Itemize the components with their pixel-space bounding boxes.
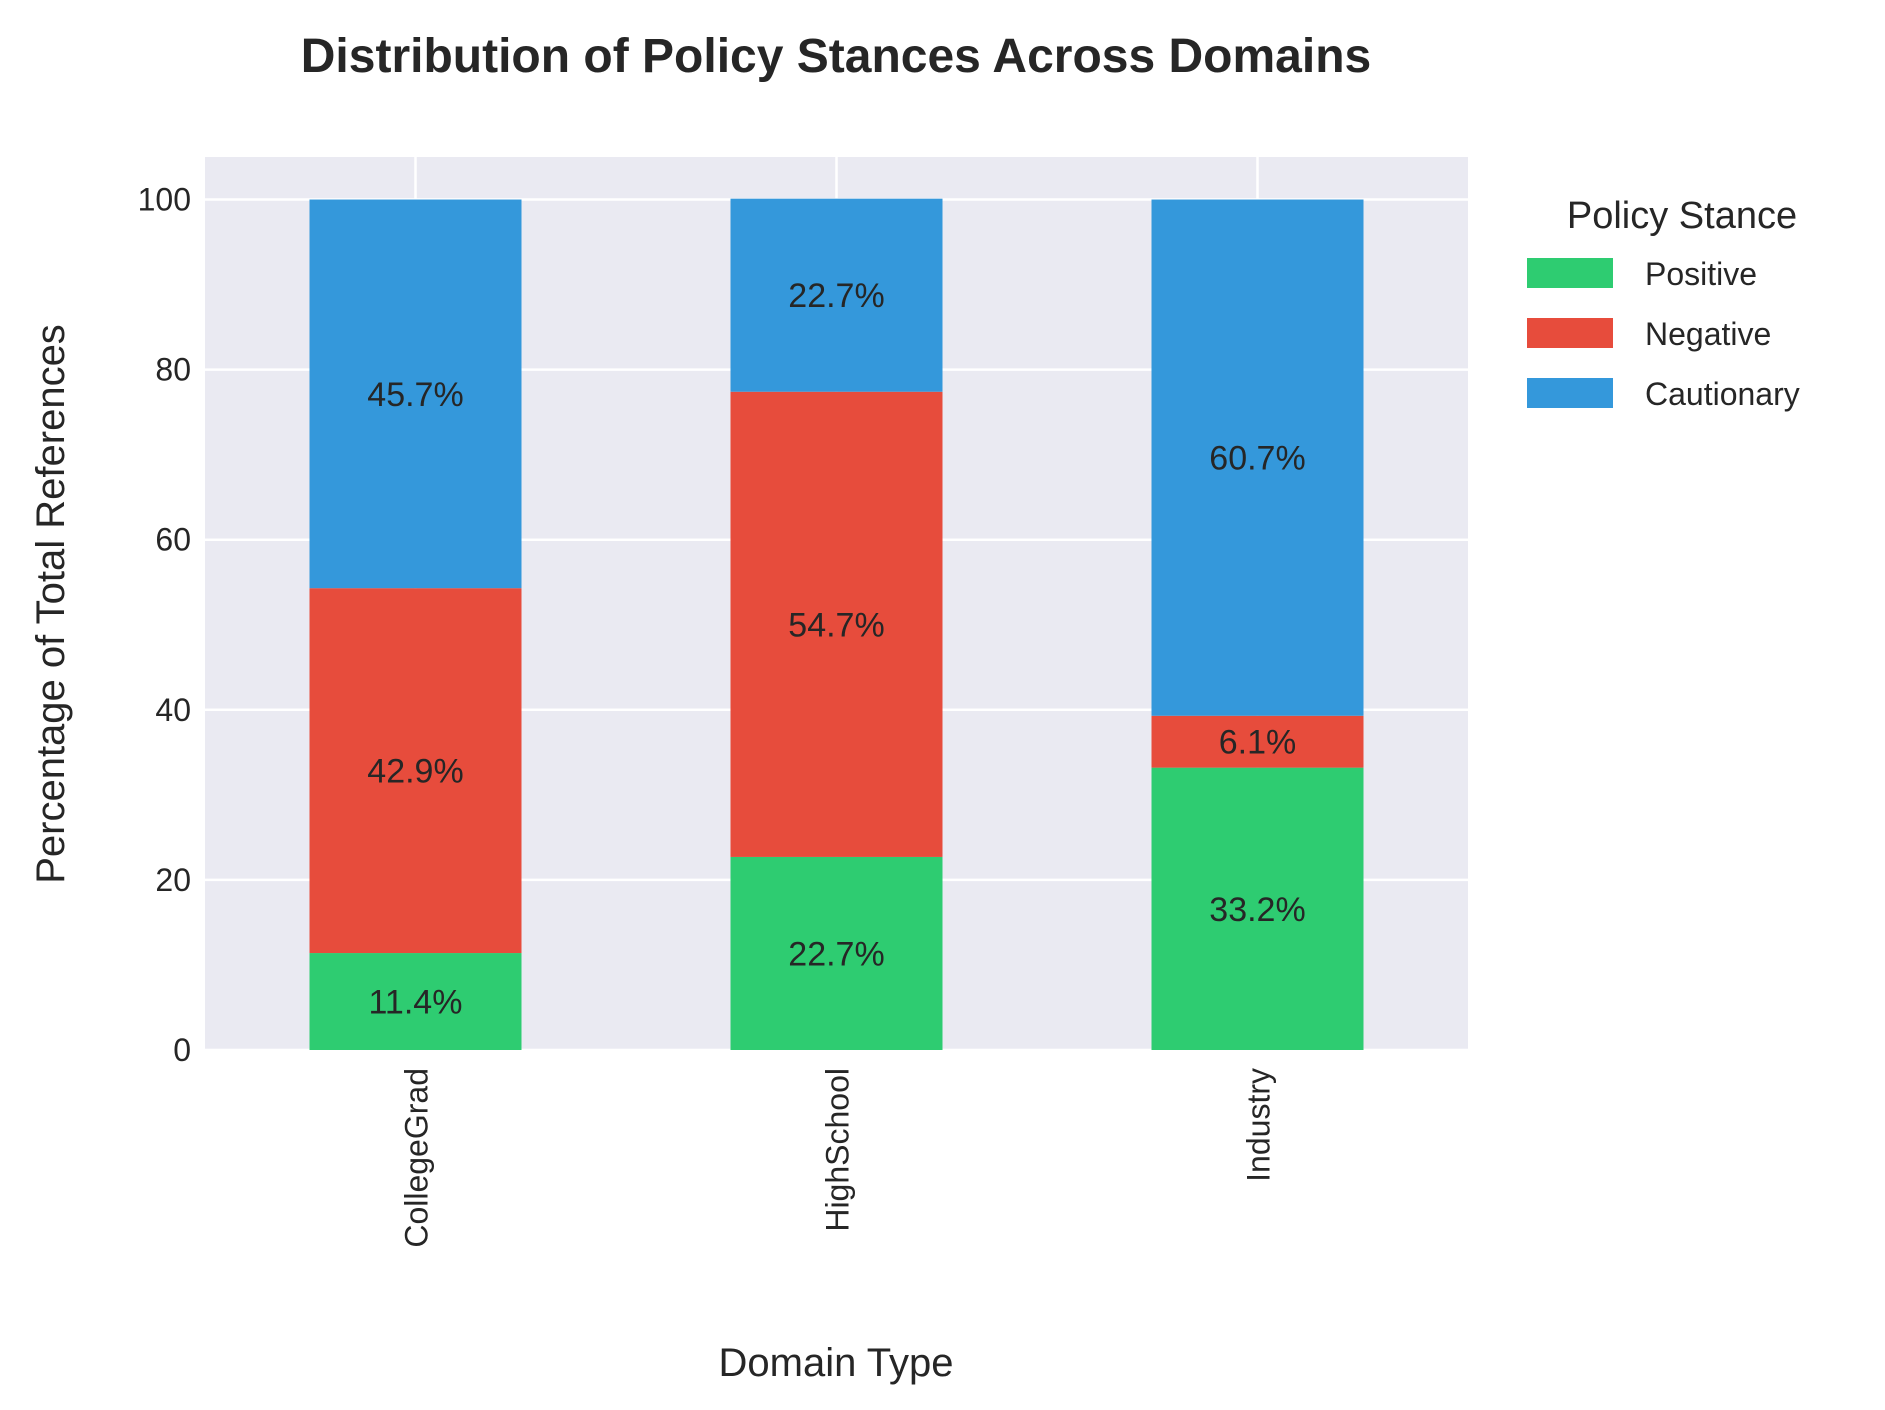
data-label: 45.7%	[367, 376, 463, 414]
y-tick-label: 0	[173, 1032, 191, 1068]
y-tick-label: 40	[155, 692, 191, 728]
data-label: 11.4%	[369, 984, 463, 1022]
bar-cautionary-collegegrad	[309, 199, 522, 589]
x-axis-ticks: CollegeGrad HighSchool Industry	[399, 1068, 1277, 1248]
bar-positive-industry	[1151, 767, 1364, 1050]
chart-title: Distribution of Policy Stances Across Do…	[301, 30, 1371, 83]
bar-cautionary-highschool	[730, 198, 943, 392]
data-label: 6.1%	[1219, 724, 1297, 762]
legend-swatch-negative	[1527, 318, 1613, 348]
bars	[309, 198, 1364, 1050]
legend-swatch-cautionary	[1527, 378, 1613, 408]
x-tick-label: CollegeGrad	[399, 1068, 435, 1248]
legend: Policy Stance Positive Negative Cautionary	[1527, 195, 1800, 412]
y-tick-label: 20	[155, 862, 191, 898]
bar-positive-collegegrad	[309, 953, 522, 1050]
data-label: 33.2%	[1209, 891, 1305, 929]
x-tick-label: Industry	[1241, 1068, 1277, 1182]
legend-items: Positive Negative Cautionary	[1527, 256, 1800, 412]
y-axis-ticks: 0 20 40 60 80 100	[138, 182, 191, 1068]
legend-label-positive: Positive	[1645, 256, 1757, 292]
x-tick-label: HighSchool	[820, 1068, 856, 1232]
y-tick-label: 80	[155, 352, 191, 388]
bar-negative-industry	[1151, 715, 1364, 768]
data-label: 22.7%	[788, 935, 884, 973]
bar-negative-highschool	[730, 391, 943, 857]
data-label: 54.7%	[788, 606, 884, 644]
y-axis-label: Percentage of Total References	[29, 324, 73, 884]
data-label: 22.7%	[788, 277, 884, 315]
bar-cautionary-industry	[1151, 199, 1364, 716]
data-label: 60.7%	[1209, 440, 1305, 478]
bar-positive-highschool	[730, 856, 943, 1050]
bar-negative-collegegrad	[309, 588, 522, 954]
y-tick-label: 100	[138, 182, 191, 218]
legend-label-cautionary: Cautionary	[1645, 376, 1800, 412]
legend-title: Policy Stance	[1567, 195, 1797, 237]
x-axis-label: Domain Type	[719, 1341, 954, 1385]
legend-label-negative: Negative	[1645, 316, 1771, 352]
data-label: 42.9%	[367, 753, 463, 791]
y-tick-label: 60	[155, 522, 191, 558]
data-labels: 11.4% 42.9% 45.7% 22.7% 54.7% 22.7% 33.2% 6.1% 6…	[367, 277, 1305, 1021]
legend-swatch-positive	[1527, 258, 1613, 288]
